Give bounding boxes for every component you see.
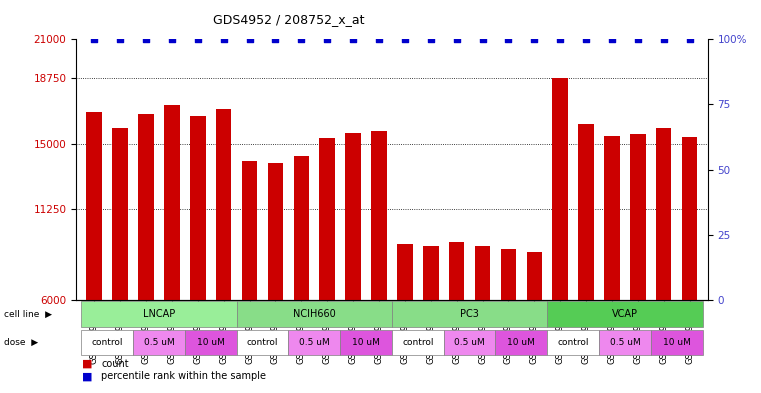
Bar xyxy=(320,138,335,300)
Bar xyxy=(501,250,516,300)
Text: 0.5 uM: 0.5 uM xyxy=(610,338,640,347)
Text: dose  ▶: dose ▶ xyxy=(4,338,38,347)
Bar xyxy=(449,242,464,300)
FancyBboxPatch shape xyxy=(237,301,392,327)
Text: LNCAP: LNCAP xyxy=(143,309,175,319)
Text: 10 uM: 10 uM xyxy=(508,338,535,347)
Bar xyxy=(630,134,645,300)
Bar xyxy=(371,131,387,300)
FancyBboxPatch shape xyxy=(444,330,495,355)
Text: control: control xyxy=(557,338,589,347)
FancyBboxPatch shape xyxy=(392,301,547,327)
Point xyxy=(606,36,618,42)
Text: cell line  ▶: cell line ▶ xyxy=(4,310,52,319)
Bar xyxy=(604,136,619,300)
Point xyxy=(244,36,256,42)
Text: count: count xyxy=(101,359,129,369)
FancyBboxPatch shape xyxy=(288,330,340,355)
Bar xyxy=(397,244,412,300)
Bar xyxy=(164,105,180,300)
Point xyxy=(192,36,204,42)
FancyBboxPatch shape xyxy=(81,330,133,355)
Point xyxy=(528,36,540,42)
Text: percentile rank within the sample: percentile rank within the sample xyxy=(101,371,266,381)
Bar xyxy=(139,114,154,300)
FancyBboxPatch shape xyxy=(81,301,237,327)
FancyBboxPatch shape xyxy=(495,330,547,355)
Bar xyxy=(345,133,361,300)
Point xyxy=(554,36,566,42)
Text: control: control xyxy=(91,338,123,347)
Point xyxy=(502,36,514,42)
FancyBboxPatch shape xyxy=(133,330,185,355)
Point xyxy=(140,36,152,42)
FancyBboxPatch shape xyxy=(237,330,288,355)
FancyBboxPatch shape xyxy=(392,330,444,355)
Point xyxy=(321,36,333,42)
Text: ■: ■ xyxy=(82,371,93,381)
Text: 10 uM: 10 uM xyxy=(352,338,380,347)
Bar xyxy=(552,77,568,300)
Bar xyxy=(87,112,102,300)
Point xyxy=(373,36,385,42)
Bar xyxy=(113,128,128,300)
Text: NCIH660: NCIH660 xyxy=(293,309,336,319)
Bar xyxy=(216,109,231,300)
Point xyxy=(683,36,696,42)
Bar xyxy=(268,163,283,300)
Text: ■: ■ xyxy=(82,359,93,369)
Point xyxy=(218,36,230,42)
Text: GDS4952 / 208752_x_at: GDS4952 / 208752_x_at xyxy=(213,13,365,26)
Bar xyxy=(578,125,594,300)
FancyBboxPatch shape xyxy=(547,330,599,355)
Text: PC3: PC3 xyxy=(460,309,479,319)
Point xyxy=(114,36,126,42)
FancyBboxPatch shape xyxy=(599,330,651,355)
Point xyxy=(632,36,644,42)
Bar xyxy=(656,128,671,300)
FancyBboxPatch shape xyxy=(547,301,702,327)
Text: 0.5 uM: 0.5 uM xyxy=(144,338,174,347)
FancyBboxPatch shape xyxy=(651,330,702,355)
Point xyxy=(399,36,411,42)
Point xyxy=(580,36,592,42)
Point xyxy=(88,36,100,42)
Bar xyxy=(242,161,257,300)
Bar xyxy=(423,246,438,300)
Bar xyxy=(294,156,309,300)
Text: 10 uM: 10 uM xyxy=(663,338,690,347)
FancyBboxPatch shape xyxy=(340,330,392,355)
Text: 10 uM: 10 uM xyxy=(197,338,224,347)
Bar xyxy=(190,116,205,300)
Text: control: control xyxy=(402,338,434,347)
FancyBboxPatch shape xyxy=(185,330,237,355)
Point xyxy=(451,36,463,42)
Bar xyxy=(475,246,490,300)
Text: 0.5 uM: 0.5 uM xyxy=(299,338,330,347)
Point xyxy=(425,36,437,42)
Point xyxy=(347,36,359,42)
Bar xyxy=(682,136,697,300)
Text: control: control xyxy=(247,338,279,347)
Text: 0.5 uM: 0.5 uM xyxy=(454,338,485,347)
Point xyxy=(166,36,178,42)
Bar xyxy=(527,252,542,300)
Point xyxy=(269,36,282,42)
Point xyxy=(476,36,489,42)
Point xyxy=(658,36,670,42)
Point xyxy=(295,36,307,42)
Text: VCAP: VCAP xyxy=(612,309,638,319)
